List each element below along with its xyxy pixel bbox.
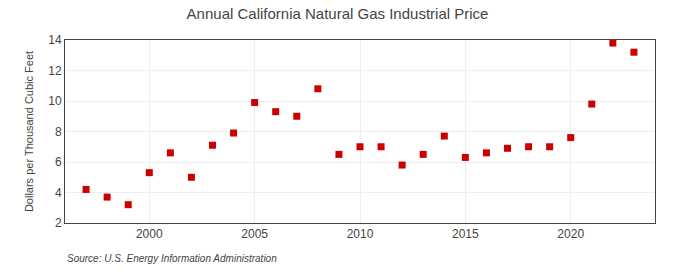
svg-text:4: 4: [55, 186, 62, 200]
svg-text:6: 6: [55, 155, 62, 169]
svg-text:Dollars per Thousand Cubic Fee: Dollars per Thousand Cubic Feet: [23, 51, 35, 212]
svg-text:2: 2: [55, 216, 62, 230]
svg-text:12: 12: [48, 64, 62, 78]
svg-text:10: 10: [48, 94, 62, 108]
svg-text:2000: 2000: [136, 227, 163, 241]
svg-text:Annual California Natural Gas: Annual California Natural Gas Industrial…: [187, 5, 489, 22]
svg-text:Source: U.S. Energy Informatio: Source: U.S. Energy Information Administ…: [67, 253, 277, 264]
svg-text:2010: 2010: [347, 227, 374, 241]
svg-text:14: 14: [48, 33, 62, 47]
svg-text:2015: 2015: [452, 227, 479, 241]
svg-text:2005: 2005: [241, 227, 268, 241]
svg-text:8: 8: [55, 125, 62, 139]
svg-text:2020: 2020: [557, 227, 584, 241]
